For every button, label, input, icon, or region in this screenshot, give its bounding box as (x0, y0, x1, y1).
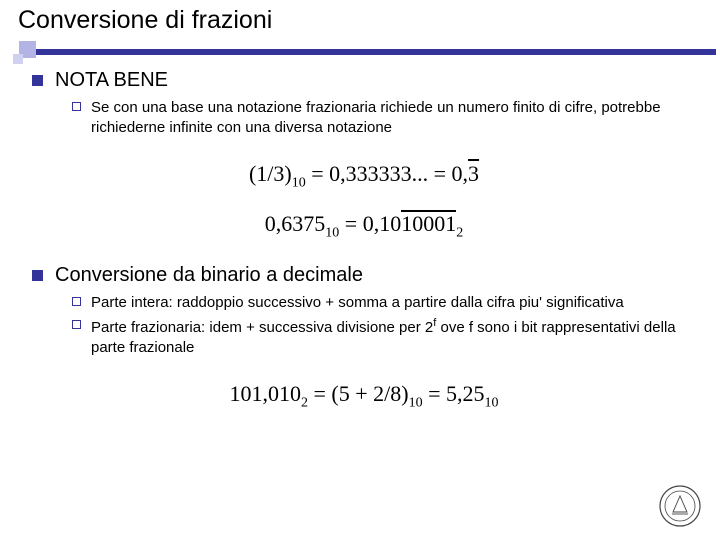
formula-subscript: 10 (292, 175, 306, 190)
section-heading: NOTA BENE (55, 69, 168, 92)
section-heading-row: NOTA BENE (32, 69, 696, 92)
section-conversione: Conversione da binario a decimale Parte … (32, 264, 696, 358)
content-area: NOTA BENE Se con una base una notazione … (0, 69, 720, 422)
formula-3: 101,0102 = (5 + 2/8)10 = 5,2510 (229, 381, 498, 411)
bullet-hollow-icon (72, 320, 81, 329)
title-decoration (0, 39, 720, 59)
formula-part: 101,010 (229, 381, 301, 406)
page-title: Conversione di frazioni (0, 0, 720, 39)
sub-item-text: Parte frazionaria: idem + successiva div… (91, 316, 696, 357)
sub-item-text-a: Parte frazionaria: idem + successiva div… (91, 319, 433, 336)
sub-item-text: Se con una base una notazione frazionari… (91, 98, 696, 137)
formula-part: = 0,333333... = 0, (306, 161, 468, 186)
sub-item-text: Parte intera: raddoppio successivo + som… (91, 293, 624, 313)
formula-part: = (5 + 2/8) (308, 381, 409, 406)
formula-repeating: 10001 (401, 211, 456, 237)
sub-item: Parte frazionaria: idem + successiva div… (72, 316, 696, 357)
bullet-square-icon (32, 270, 43, 281)
formula-subscript: 2 (301, 396, 308, 411)
formula-repeating: 3 (468, 161, 479, 186)
formula-part: (1/3) (249, 161, 292, 186)
formula-2: 0,637510 = 0,10100012 (265, 211, 463, 241)
bullet-hollow-icon (72, 297, 81, 306)
sub-item: Parte intera: raddoppio successivo + som… (72, 293, 696, 313)
sub-item: Se con una base una notazione frazionari… (72, 98, 696, 137)
formula-part: 0,6375 (265, 211, 326, 236)
section-nota-bene: NOTA BENE Se con una base una notazione … (32, 69, 696, 137)
deco-bar (36, 49, 716, 55)
section-heading-row: Conversione da binario a decimale (32, 264, 696, 287)
formula-block-2: 101,0102 = (5 + 2/8)10 = 5,2510 (32, 371, 696, 421)
formula-subscript: 10 (325, 226, 339, 241)
formula-subscript: 10 (485, 396, 499, 411)
formula-block-1: (1/3)10 = 0,333333... = 0,3 0,637510 = 0… (32, 151, 696, 252)
formula-subscript: 2 (456, 226, 463, 241)
formula-1: (1/3)10 = 0,333333... = 0,3 (249, 161, 479, 191)
formula-part: = 0,10 (339, 211, 401, 236)
formula-part: = 5,25 (423, 381, 485, 406)
seal-icon (658, 484, 702, 528)
formula-subscript: 10 (409, 396, 423, 411)
deco-square-small (13, 54, 23, 64)
bullet-hollow-icon (72, 102, 81, 111)
section-heading: Conversione da binario a decimale (55, 264, 363, 287)
bullet-square-icon (32, 75, 43, 86)
